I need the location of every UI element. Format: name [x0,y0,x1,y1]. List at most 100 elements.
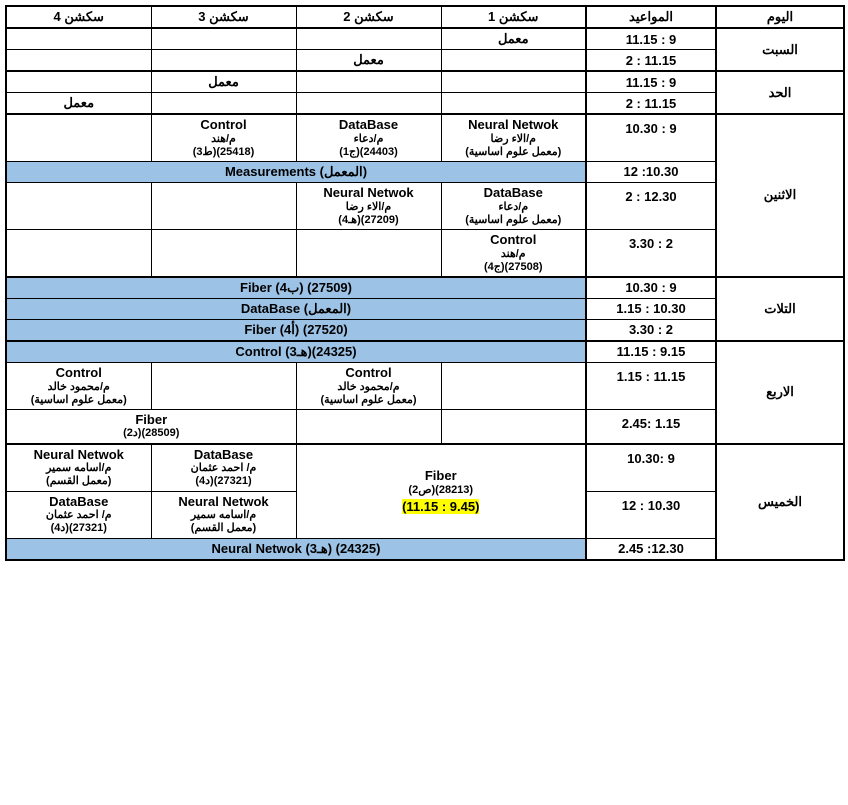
cell-empty [441,71,586,93]
course-name: Fiber [301,468,582,484]
cell-neural: Neural Netwok م/اسامه سمير (معمل القسم) [6,444,151,491]
cell-time: 11.15 : 9 [586,28,716,50]
course-name: DataBase [446,185,582,201]
cell-time: 2 : 12.30 [586,182,716,229]
cell-empty [6,28,151,50]
cell-control: Control م/هند (3ط)(25418) [151,114,296,161]
location: (معمل القسم) [156,522,292,535]
cell-time: 11.15 : 9 [586,71,716,93]
cell-empty [296,93,441,115]
cell-time: 10.30 : 9 [586,277,716,299]
day-thu: الخميس [716,444,844,560]
course-name: Fiber [11,412,292,428]
code: (4د)(27321) [11,522,147,535]
location: (معمل علوم اساسية) [446,146,582,159]
instructor: م/محمود خالد [301,381,437,394]
code: (4د)(27321) [156,475,292,488]
cell-fiber-highlight: Fiber (2ص)(28213) (11.15 : 9.45) [296,444,586,538]
cell-empty [151,50,296,72]
cell-neural3h: Neural Netwok (3هـ) (24325) [6,538,586,560]
cell-time: 2 : 11.15 [586,50,716,72]
location: (معمل علوم اساسية) [11,394,147,407]
cell-time: 12 : 10.30 [586,491,716,538]
cell-empty [6,71,151,93]
instructor: م/ احمد عثمان [156,462,292,475]
course-name: Neural Netwok [301,185,437,201]
course-name: Neural Netwok [446,117,582,133]
cell-fiber: Fiber (2د)(28509) [6,409,296,443]
schedule-table: سكشن 4 سكشن 3 سكشن 2 سكشن 1 المواعيد الي… [5,5,845,561]
course-name: DataBase [11,494,147,510]
code: (4ج)(27508) [446,261,582,274]
cell-empty [296,229,441,276]
cell-time: 3.30 : 2 [586,319,716,341]
cell-time: 1.15 : 10.30 [586,298,716,319]
instructor: م/هند [156,133,292,146]
cell-lab: معمل [296,50,441,72]
cell-time: 10.30: 9 [586,444,716,491]
location: (معمل علوم اساسية) [301,394,437,407]
cell-control: Control م/محمود خالد (معمل علوم اساسية) [296,362,441,409]
sat-row1: معمل 11.15 : 9 السبت [6,28,844,50]
cell-database: DataBase م/دعاء (1ج)(24403) [296,114,441,161]
cell-empty [441,409,586,443]
course-name: Neural Netwok [11,447,147,463]
instructor: م/الاء رضا [301,201,437,214]
instructor: م/الاء رضا [446,133,582,146]
header-sec3: سكشن 3 [151,6,296,28]
cell-time: 3.30 : 2 [586,229,716,276]
instructor: م/اسامه سمير [156,509,292,522]
highlighted-time: (11.15 : 9.45) [402,499,479,515]
location: (معمل علوم اساسية) [446,214,582,227]
course-name: DataBase [156,447,292,463]
cell-lab: معمل [441,28,586,50]
thu-row1: Neural Netwok م/اسامه سمير (معمل القسم) … [6,444,844,491]
cell-empty [151,93,296,115]
code: (2ص)(28213) [301,484,582,497]
course-name: DataBase [301,117,437,133]
cell-empty [6,114,151,161]
cell-time: 2 : 11.15 [586,93,716,115]
day-wed: الاربع [716,341,844,444]
mon-row1: Control م/هند (3ط)(25418) DataBase م/دعا… [6,114,844,161]
cell-time: 10.30 : 9 [586,114,716,161]
instructor: م/دعاء [446,201,582,214]
instructor: م/ احمد عثمان [11,509,147,522]
header-day: اليوم [716,6,844,28]
cell-measurements: Measurements (المعمل) [6,161,586,182]
course-name: Control [11,365,147,381]
cell-lab: معمل [6,93,151,115]
cell-database: DataBase م/دعاء (معمل علوم اساسية) [441,182,586,229]
cell-database: DataBase م/ احمد عثمان (4د)(27321) [151,444,296,491]
day-mon: الاثنين [716,114,844,277]
cell-lab: معمل [151,71,296,93]
cell-database: DataBase م/ احمد عثمان (4د)(27321) [6,491,151,538]
cell-empty [151,229,296,276]
cell-time: 11.15 : 9.15 [586,341,716,363]
day-sat: السبت [716,28,844,71]
cell-empty [6,50,151,72]
cell-database-lab: DataBase (المعمل) [6,298,586,319]
instructor: م/محمود خالد [11,381,147,394]
code: (2د)(28509) [11,427,292,440]
cell-neural: Neural Netwok م/الاء رضا (4هـ)(27209) [296,182,441,229]
code: (4هـ)(27209) [301,214,437,227]
day-sun: الحد [716,71,844,114]
cell-empty [441,362,586,409]
sun-row1: معمل 11.15 : 9 الحد [6,71,844,93]
cell-empty [296,409,441,443]
cell-time: 2.45: 1.15 [586,409,716,443]
cell-fiber4b: Fiber (4ب) (27509) [6,277,586,299]
code: (3ط)(25418) [156,146,292,159]
course-name: Control [446,232,582,248]
header-sec4: سكشن 4 [6,6,151,28]
header-row: سكشن 4 سكشن 3 سكشن 2 سكشن 1 المواعيد الي… [6,6,844,28]
tue-row1: Fiber (4ب) (27509) 10.30 : 9 التلات [6,277,844,299]
cell-fiber4a: Fiber (4أ) (27520) [6,319,586,341]
cell-empty [296,28,441,50]
cell-time: 1.15 : 11.15 [586,362,716,409]
instructor: م/اسامه سمير [11,462,147,475]
cell-empty [6,182,151,229]
cell-empty [151,182,296,229]
instructor: م/هند [446,248,582,261]
